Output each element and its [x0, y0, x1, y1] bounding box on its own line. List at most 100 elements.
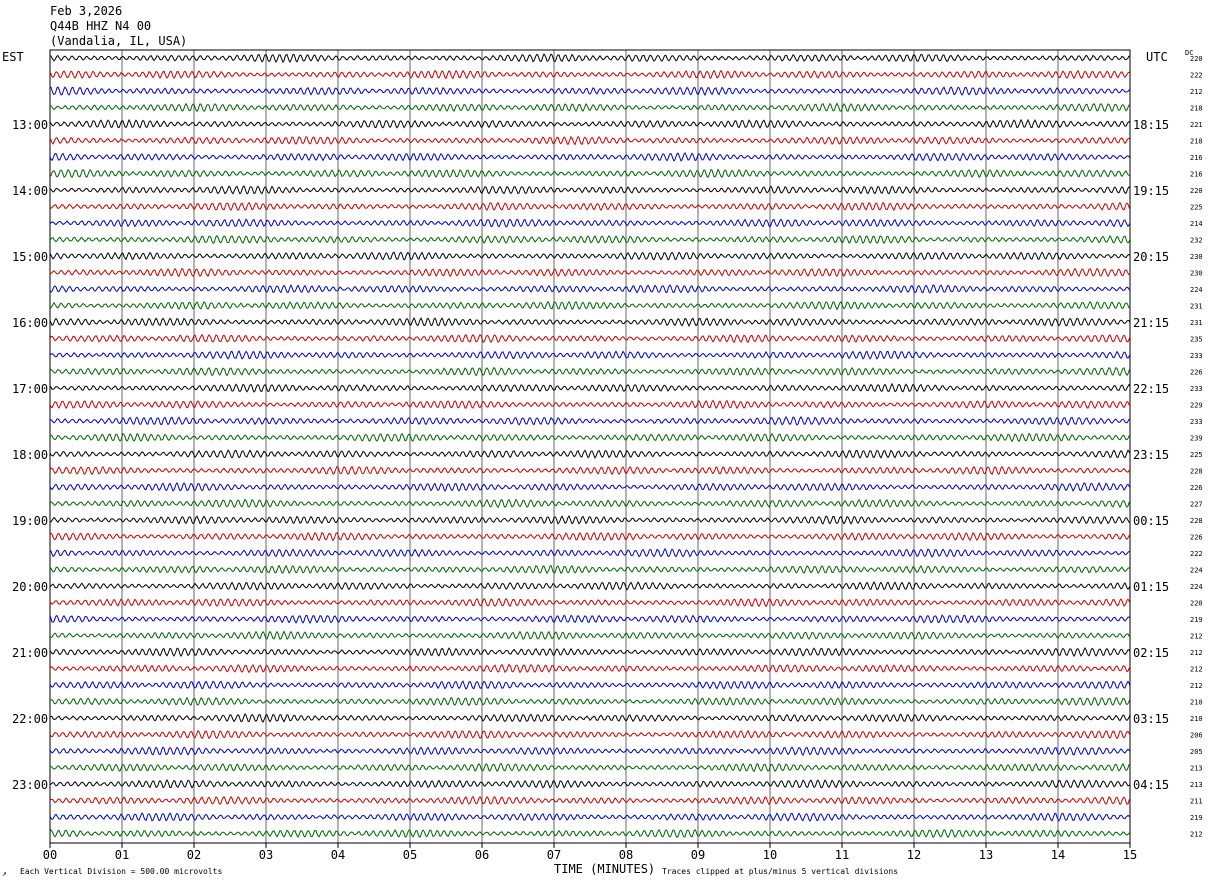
x-tick-label: 02 — [187, 848, 201, 862]
x-tick-label: 07 — [547, 848, 561, 862]
seismic-trace-row — [49, 316, 1131, 327]
dc-offset-label: 226 — [1190, 369, 1203, 377]
timezone-right-label: UTC — [1146, 50, 1168, 64]
hour-label-utc: 04:15 — [1133, 778, 1169, 792]
seismic-trace-row — [49, 69, 1131, 80]
hour-label-utc: 20:15 — [1133, 250, 1169, 264]
dc-offset-label: 218 — [1190, 105, 1203, 113]
hour-label-est: 22:00 — [12, 712, 48, 726]
hour-label-utc: 23:15 — [1133, 448, 1169, 462]
dc-offset-label: 228 — [1190, 468, 1203, 476]
x-tick-label: 08 — [619, 848, 633, 862]
header-location: (Vandalia, IL, USA) — [50, 34, 188, 48]
dc-offset-label: 213 — [1190, 781, 1203, 789]
seismic-trace-row — [49, 333, 1131, 344]
x-tick-label: 03 — [259, 848, 273, 862]
dc-offset-label: 233 — [1190, 385, 1203, 393]
dc-offset-label: 214 — [1190, 220, 1203, 228]
dc-offset-label: 235 — [1190, 336, 1203, 344]
header-date: Feb 3,2026 — [50, 4, 123, 18]
seismic-trace-row — [49, 564, 1131, 575]
seismic-trace-row — [49, 300, 1130, 311]
hour-label-est: 13:00 — [12, 118, 48, 132]
seismic-trace-row — [49, 432, 1131, 443]
seismic-trace-row — [49, 102, 1131, 113]
x-tick-label: 06 — [475, 848, 489, 862]
hour-label-est: 16:00 — [12, 316, 48, 330]
x-tick-label: 14 — [1051, 848, 1065, 862]
dc-offset-label: 225 — [1190, 451, 1203, 459]
seismic-trace-row — [49, 185, 1131, 195]
hour-label-est: 21:00 — [12, 646, 48, 660]
dc-offset-label: 219 — [1190, 814, 1203, 822]
dc-offset-label: 210 — [1190, 699, 1203, 707]
dc-offset-label: 224 — [1190, 567, 1203, 575]
seismic-trace-row — [49, 696, 1131, 707]
seismic-trace-row — [49, 828, 1131, 839]
seismic-trace-row — [49, 168, 1131, 179]
dc-offset-label: 222 — [1190, 72, 1203, 80]
dc-offset-label: 229 — [1190, 402, 1203, 410]
dc-offset-label: 224 — [1190, 286, 1203, 294]
dc-offset-label: 212 — [1190, 666, 1203, 674]
dc-offset-label: 212 — [1190, 649, 1203, 657]
hour-label-utc: 00:15 — [1133, 514, 1169, 528]
seismic-trace-row — [49, 135, 1131, 146]
x-tick-label: 11 — [835, 848, 849, 862]
dc-offset-label: 212 — [1190, 88, 1203, 96]
seismic-trace-row — [49, 514, 1131, 525]
seismic-trace-row — [49, 366, 1131, 377]
dc-offset-label: 233 — [1190, 352, 1203, 360]
seismic-trace-row — [49, 415, 1131, 426]
seismic-trace-row — [49, 630, 1131, 641]
hour-label-utc: 18:15 — [1133, 118, 1169, 132]
seismic-trace-row — [49, 581, 1131, 591]
hour-label-est: 20:00 — [12, 580, 48, 594]
seismic-trace-row — [49, 481, 1131, 492]
seismic-trace-row — [49, 746, 1131, 756]
dc-offset-label: 219 — [1190, 616, 1203, 624]
dc-offset-label: 220 — [1190, 187, 1203, 195]
x-tick-label: 15 — [1123, 848, 1137, 862]
seismic-trace-row — [49, 284, 1131, 294]
dc-offset-label: 233 — [1190, 418, 1203, 426]
dc-offset-label: 210 — [1190, 715, 1203, 723]
seismic-trace-row — [49, 382, 1131, 393]
dc-offset-label: 225 — [1190, 204, 1203, 212]
x-tick-label: 13 — [979, 848, 993, 862]
header-station: Q44B HHZ N4 00 — [50, 19, 152, 33]
seismic-trace-row — [49, 795, 1131, 806]
hour-label-utc: 02:15 — [1133, 646, 1169, 660]
dc-offset-label: 216 — [1190, 171, 1203, 179]
dc-offset-label: 230 — [1190, 253, 1203, 261]
dc-offset-label: 230 — [1190, 270, 1203, 278]
x-tick-label: 10 — [763, 848, 777, 862]
dc-offset-label: 205 — [1190, 748, 1203, 756]
seismic-trace-row — [49, 151, 1131, 162]
dc-offset-label: 232 — [1190, 237, 1203, 245]
dc-offset-label: 216 — [1190, 154, 1203, 162]
seismic-trace-row — [49, 201, 1131, 212]
dc-offset-label: 220 — [1190, 600, 1203, 608]
clip-footnote: Traces clipped at plus/minus 5 vertical … — [662, 867, 899, 876]
scale-footnote: Each Vertical Division = 500.00 microvol… — [20, 867, 223, 876]
x-tick-label: 09 — [691, 848, 705, 862]
plot-frame — [49, 49, 1131, 844]
seismic-trace-row — [49, 350, 1131, 360]
seismic-trace-row — [49, 713, 1131, 723]
hour-label-utc: 22:15 — [1133, 382, 1169, 396]
seismic-trace-row — [49, 52, 1131, 64]
dc-offset-label: 220 — [1190, 55, 1203, 63]
dc-offset-label: 226 — [1190, 484, 1203, 492]
seismic-trace-row — [49, 531, 1131, 542]
dc-offset-label: 227 — [1190, 501, 1203, 509]
seismic-trace-row — [49, 680, 1131, 690]
dc-offset-label: 226 — [1190, 534, 1203, 542]
dc-offset-label: 211 — [1190, 798, 1203, 806]
dc-offset-label: 221 — [1190, 121, 1203, 129]
seismic-trace-row — [49, 465, 1131, 476]
dc-offset-label: 212 — [1190, 831, 1203, 839]
seismic-trace-row — [49, 614, 1131, 624]
hour-label-utc: 21:15 — [1133, 316, 1169, 330]
dc-offset-label: 218 — [1190, 138, 1203, 146]
